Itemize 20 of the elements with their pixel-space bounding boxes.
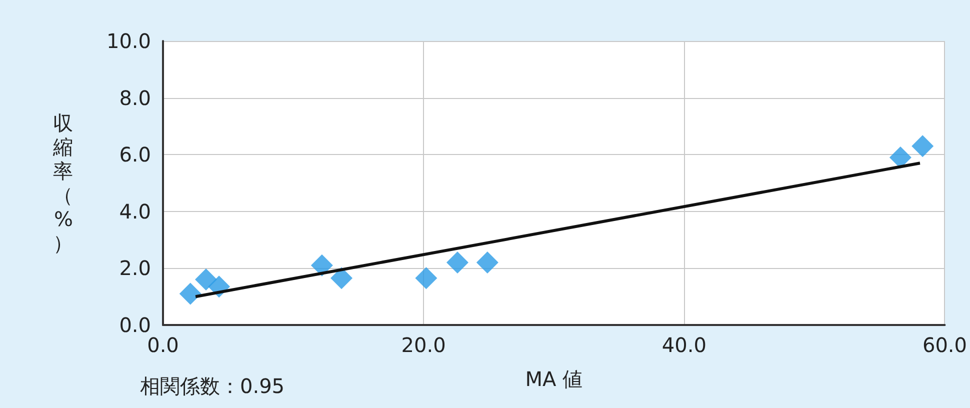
x-tick-label: 40.0 xyxy=(662,333,706,357)
point xyxy=(194,268,217,291)
point xyxy=(446,252,468,274)
y-tick-label: 4.0 xyxy=(119,199,151,224)
y-tick-label: 2.0 xyxy=(119,256,151,280)
x-tick-label: 60.0 xyxy=(922,333,967,357)
y-tick-label: 10.0 xyxy=(106,29,151,53)
point xyxy=(476,252,498,274)
point xyxy=(415,267,438,290)
y-axis-title: 収縮率（%） xyxy=(52,111,73,255)
text: 相関係数：0.95 xyxy=(140,374,285,398)
x-tick-label: 20.0 xyxy=(401,333,446,357)
point xyxy=(179,282,202,305)
point xyxy=(889,146,912,168)
point xyxy=(330,267,352,290)
x-axis-title: MA 値 xyxy=(525,367,583,391)
y-tick-label: 6.0 xyxy=(119,142,151,167)
point xyxy=(912,135,934,158)
point xyxy=(310,254,333,276)
y-tick-label: 8.0 xyxy=(119,86,151,110)
